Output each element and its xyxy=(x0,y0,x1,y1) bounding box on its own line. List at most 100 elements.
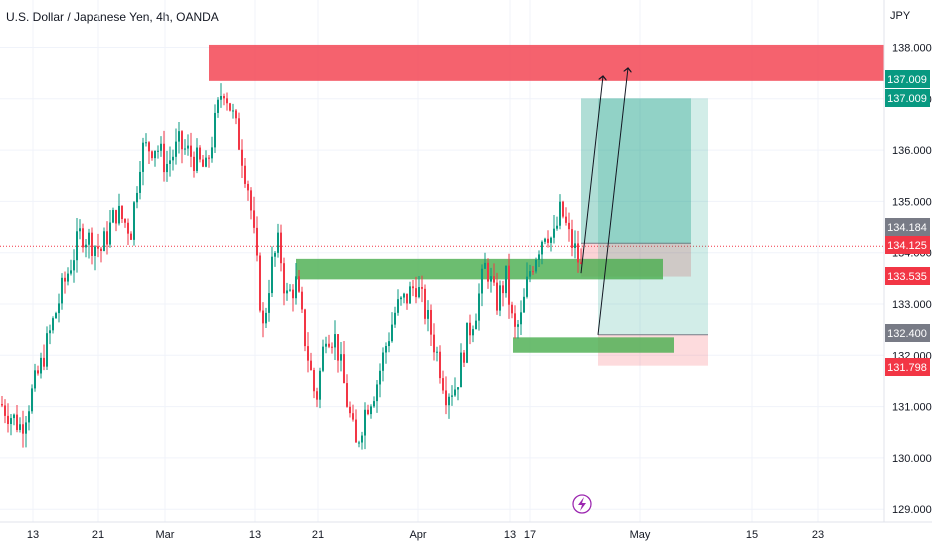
candle-body xyxy=(478,293,480,321)
candle xyxy=(226,92,228,111)
candle-body xyxy=(358,442,360,444)
candle-body xyxy=(295,276,297,299)
candle xyxy=(493,263,495,286)
candle xyxy=(448,393,450,419)
price-tag-bg xyxy=(885,267,930,285)
candle-body xyxy=(421,287,423,289)
price-tag-bg xyxy=(885,89,930,107)
time-axis[interactable]: 13 21 Mar 13 21 Apr 13 17 May 15 23 xyxy=(27,529,824,541)
candle-body xyxy=(556,225,558,229)
price-tag-bg xyxy=(885,70,930,88)
candle-body xyxy=(481,268,483,294)
candle xyxy=(373,396,375,408)
candle xyxy=(91,227,93,265)
candle-body xyxy=(250,190,252,211)
candle-body xyxy=(226,98,228,104)
y-tick-label: 135.000 xyxy=(892,196,932,208)
candle xyxy=(403,292,405,304)
candle-body xyxy=(580,262,582,264)
candle-body xyxy=(301,291,303,310)
candle xyxy=(577,230,579,273)
candle-body xyxy=(508,265,510,305)
demand-zone-upper[interactable] xyxy=(296,258,663,280)
lightning-icon[interactable] xyxy=(572,494,592,514)
candle xyxy=(319,367,321,409)
candle-body xyxy=(568,222,570,230)
candle-body xyxy=(547,238,549,243)
candle-body xyxy=(502,285,504,294)
supply-zone[interactable] xyxy=(209,44,884,81)
candle xyxy=(223,93,225,106)
candle xyxy=(313,367,315,399)
candle-body xyxy=(145,142,147,144)
candle-body xyxy=(259,255,261,311)
candle-body xyxy=(157,150,159,152)
candle-body xyxy=(97,246,99,249)
candle-body xyxy=(106,231,108,245)
position-1-target-zone[interactable] xyxy=(581,98,691,244)
candle xyxy=(85,239,87,258)
candle-body xyxy=(451,395,453,397)
candle-body xyxy=(64,277,66,282)
candle xyxy=(70,259,72,276)
candle-body xyxy=(94,246,96,256)
candle xyxy=(124,218,126,228)
candle xyxy=(535,257,537,274)
candle xyxy=(316,387,318,408)
demand-zone-lower[interactable] xyxy=(513,337,674,353)
candle xyxy=(331,342,333,354)
candle xyxy=(298,269,300,293)
candle xyxy=(169,146,171,177)
candle xyxy=(520,300,522,335)
price-tag: 131.798 xyxy=(885,358,930,376)
candle xyxy=(487,258,489,289)
candle-body xyxy=(16,414,18,430)
candle xyxy=(328,334,330,349)
candle-body xyxy=(235,110,237,119)
candle xyxy=(505,265,507,298)
candle-body xyxy=(196,147,198,171)
position-2-target-zone[interactable] xyxy=(598,98,708,335)
candle xyxy=(151,150,153,161)
candle xyxy=(154,150,156,167)
arrow-1[interactable] xyxy=(580,76,603,274)
candle-body xyxy=(433,334,435,353)
candle xyxy=(307,332,309,373)
price-tag-label: 131.798 xyxy=(887,362,927,374)
candle-body xyxy=(49,330,51,334)
price-tag-label: 137.009 xyxy=(887,93,927,105)
candle-body xyxy=(52,318,54,331)
candle xyxy=(19,417,21,433)
candle-body xyxy=(118,205,120,224)
arrow-2[interactable] xyxy=(597,68,628,335)
candle xyxy=(475,313,477,330)
candle-body xyxy=(337,334,339,361)
candle xyxy=(361,431,363,450)
candle-body xyxy=(406,293,408,304)
price-tag-bg xyxy=(885,218,930,236)
candle xyxy=(301,286,303,314)
candle xyxy=(397,289,399,316)
candle xyxy=(217,97,219,118)
y-tick-label: 136.000 xyxy=(892,145,932,157)
candle xyxy=(346,374,348,408)
candle xyxy=(214,104,216,154)
candle xyxy=(538,250,540,267)
candle xyxy=(394,306,396,328)
candle-body xyxy=(349,406,351,414)
candle xyxy=(556,216,558,231)
candle xyxy=(580,248,582,265)
candle xyxy=(181,130,183,164)
candle-body xyxy=(541,241,543,255)
candle xyxy=(58,293,60,323)
price-tag-label: 134.184 xyxy=(887,222,927,234)
candle-body xyxy=(532,271,534,273)
candle xyxy=(148,141,150,164)
candle xyxy=(376,379,378,413)
price-tag: 137.009 xyxy=(885,70,930,88)
x-tick-label: 23 xyxy=(812,529,824,541)
candle xyxy=(484,252,486,269)
candle xyxy=(109,210,111,248)
chart-title: U.S. Dollar / Japanese Yen, 4h, OANDA xyxy=(6,10,219,24)
